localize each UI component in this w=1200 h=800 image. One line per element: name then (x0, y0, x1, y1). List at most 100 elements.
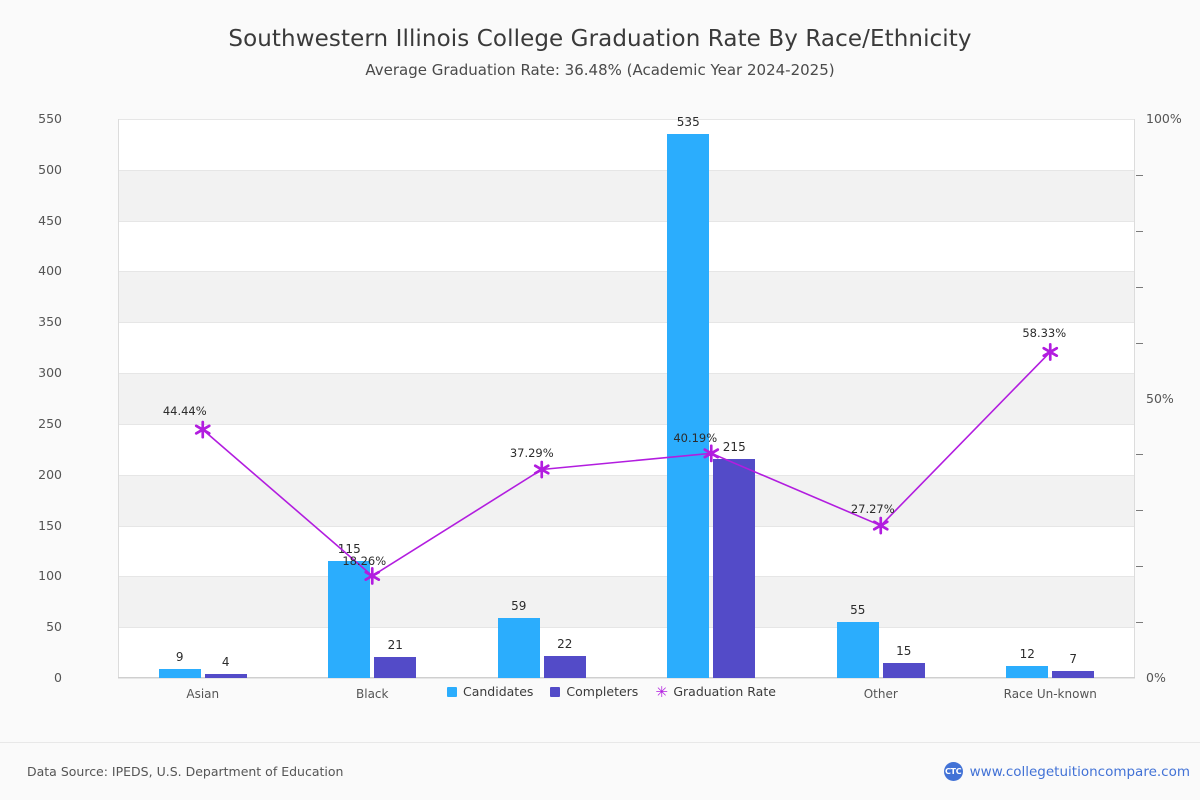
legend-label-completers: Completers (566, 684, 639, 699)
bar-value-label: 55 (850, 603, 866, 618)
rate-marker[interactable] (703, 444, 720, 463)
y2-axis-minor-tick (1136, 286, 1143, 288)
bar-value-label: 59 (511, 599, 527, 614)
grid-band (118, 474, 1135, 526)
legend-item-graduation-rate[interactable]: ✳ Graduation Rate (655, 684, 776, 699)
site-url-link[interactable]: www.collegetuitioncompare.com (969, 763, 1190, 780)
gridline (118, 373, 1135, 375)
bar-value-label: 21 (387, 637, 403, 652)
rate-marker[interactable] (194, 420, 211, 439)
footer-divider (0, 742, 1200, 743)
rate-value-label: 40.19% (673, 431, 718, 446)
y-axis-tick: 200 (38, 466, 62, 482)
gridline (118, 474, 1135, 476)
y2-axis-tick: 100% (1146, 111, 1182, 126)
data-source-text: Data Source: IPEDS, U.S. Department of E… (27, 764, 344, 779)
bar-value-label: 115 (337, 542, 361, 557)
gridline (118, 220, 1135, 222)
bar-value-label: 15 (896, 643, 912, 658)
bar-completers[interactable] (882, 662, 925, 678)
bar-completers[interactable] (204, 673, 247, 678)
bar-value-label: 12 (1019, 646, 1035, 661)
bar-value-label: 9 (175, 649, 184, 664)
bar-candidates[interactable] (667, 134, 710, 678)
y2-axis-tick: 50% (1146, 390, 1174, 406)
y-axis-tick: 100 (38, 568, 62, 584)
legend-label-graduation-rate: Graduation Rate (673, 684, 776, 699)
y-axis-tick: 550 (38, 111, 62, 126)
y2-axis-minor-tick (1136, 510, 1143, 512)
y-axis-tick: 300 (38, 365, 62, 381)
x-axis-tick: Black (356, 687, 389, 701)
asterisk-icon: ✳ (655, 682, 668, 701)
gridline (118, 525, 1135, 527)
y2-axis-minor-tick (1136, 342, 1143, 344)
legend-label-candidates: Candidates (463, 684, 534, 699)
bar-completers[interactable] (543, 655, 586, 678)
gridline (118, 576, 1135, 578)
graduation-rate-line (194, 343, 1059, 585)
y-axis-tick: 500 (38, 161, 62, 177)
y2-axis-minor-tick (1136, 622, 1143, 624)
gridline (118, 627, 1135, 629)
square-icon (447, 686, 457, 697)
gridline (118, 271, 1135, 273)
chart-subtitle: Average Graduation Rate: 36.48% (Academi… (365, 61, 835, 79)
x-axis-tick: Race Un-known (1003, 687, 1097, 701)
grid-band (118, 576, 1135, 628)
rate-value-label: 37.29% (509, 445, 554, 460)
square-icon (550, 686, 561, 697)
rate-line-path (202, 351, 1051, 577)
y-axis-tick: 450 (38, 212, 62, 228)
bar-value-label: 215 (722, 440, 746, 455)
bar-candidates[interactable] (497, 618, 540, 678)
y-axis-tick: 350 (38, 314, 62, 330)
rate-value-label: 18.26% (342, 553, 387, 568)
x-axis-tick: Other (863, 687, 898, 701)
y-axis-tick: 150 (38, 517, 62, 533)
site-attribution[interactable]: CTC www.collegetuitioncompare.com (943, 762, 1190, 781)
rate-marker[interactable] (872, 516, 889, 535)
y2-axis-tick: 0% (1146, 670, 1166, 685)
x-axis-tick: Asian (186, 687, 220, 701)
y-axis-tick: 50 (46, 619, 62, 635)
y2-axis-line (1134, 119, 1135, 678)
gridline (118, 678, 1135, 679)
bar-completers[interactable] (1052, 670, 1095, 678)
y2-axis-minor-tick (1136, 230, 1143, 232)
rate-marker[interactable] (1042, 343, 1059, 361)
bar-completers[interactable] (713, 459, 756, 678)
y-axis-tick: 0 (54, 670, 62, 685)
bar-value-label: 535 (676, 115, 700, 130)
rate-value-label: 27.27% (850, 501, 895, 516)
x-axis-line (118, 677, 1135, 678)
rate-marker[interactable] (533, 460, 550, 479)
gridline (118, 119, 1135, 120)
chart-legend[interactable]: Candidates Completers ✳ Graduation Rate (441, 681, 782, 702)
grid-band (118, 271, 1135, 323)
rate-value-label: 58.33% (1022, 325, 1067, 340)
grid-band (118, 169, 1135, 221)
bar-value-label: 4 (221, 654, 230, 669)
y-axis-tick: 250 (38, 415, 62, 431)
grid-band (118, 373, 1135, 424)
plot-area: 9 4 115 21 59 22 535 215 55 15 12 7 44.44% 18.26% 37.… (118, 115, 1135, 679)
gridline (118, 423, 1135, 425)
ctc-logo-icon: CTC (943, 762, 963, 781)
y-axis-line (118, 119, 119, 678)
rate-marker[interactable] (364, 567, 381, 585)
y2-axis-minor-tick (1136, 454, 1143, 456)
legend-item-completers[interactable]: Completers (550, 684, 638, 699)
bar-value-label: 7 (1069, 651, 1078, 666)
gridline (118, 169, 1135, 171)
bar-candidates[interactable] (1006, 665, 1049, 678)
bar-candidates[interactable] (158, 668, 201, 678)
legend-item-candidates[interactable]: Candidates (447, 684, 533, 699)
bar-completers[interactable] (374, 656, 417, 678)
bar-candidates[interactable] (836, 622, 879, 678)
y2-axis-minor-tick (1136, 566, 1143, 568)
chart-title: Southwestern Illinois College Graduation… (228, 26, 972, 52)
y2-axis-minor-tick (1136, 174, 1143, 176)
bar-candidates[interactable] (328, 561, 371, 678)
